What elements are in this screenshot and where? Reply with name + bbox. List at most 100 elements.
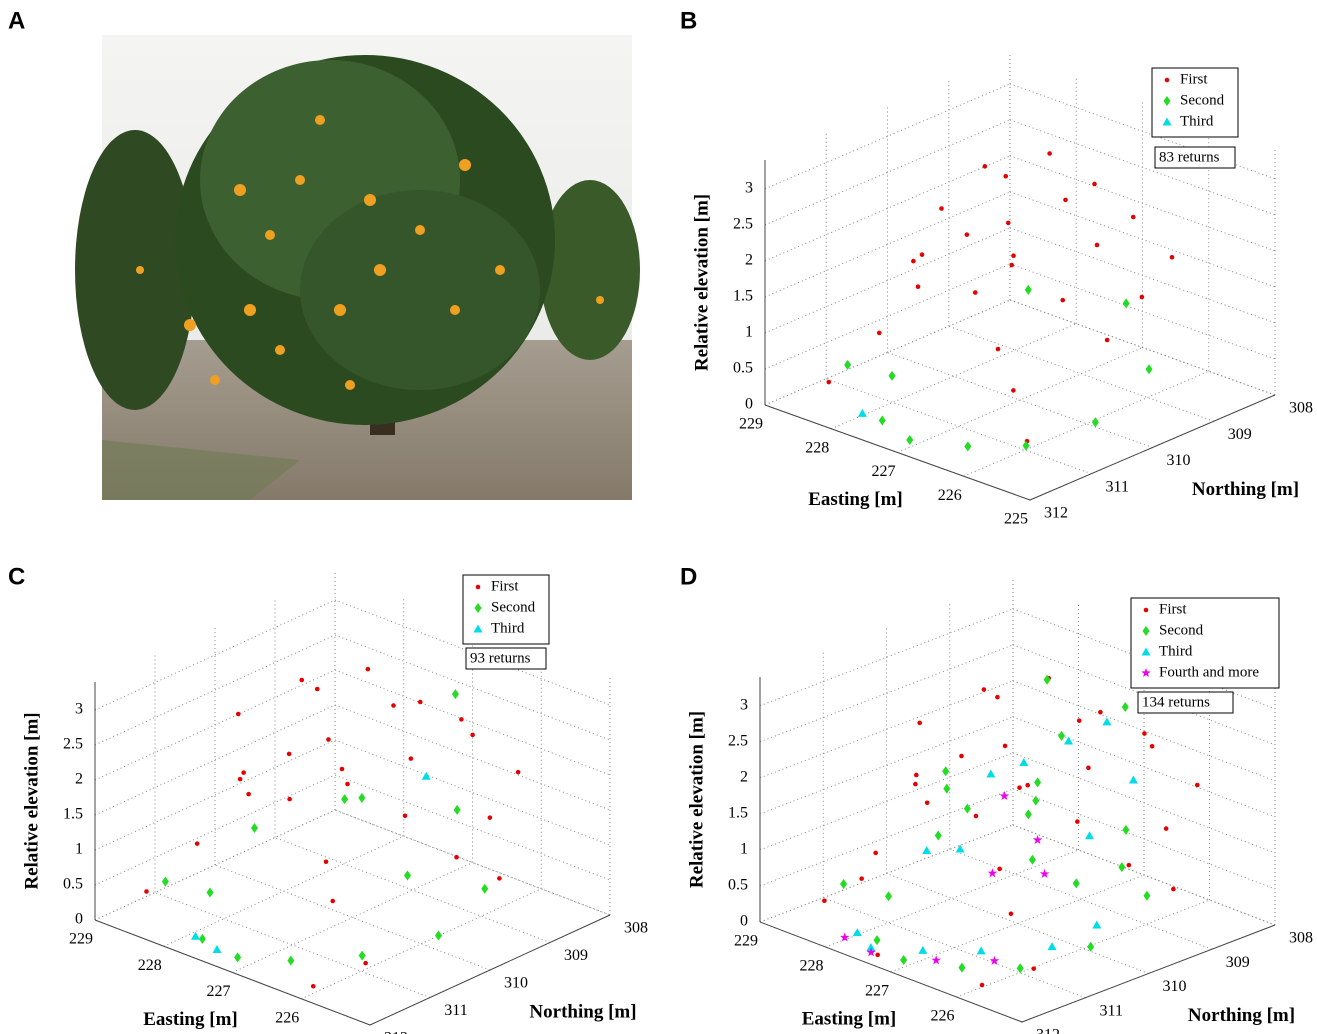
z-tick-label: 2.5 xyxy=(733,216,753,233)
data-point xyxy=(1126,862,1132,868)
data-point xyxy=(857,408,867,417)
data-point xyxy=(822,898,827,904)
z-tick-label: 2.5 xyxy=(63,736,83,753)
data-point xyxy=(913,781,918,787)
data-point xyxy=(1011,253,1016,259)
z-tick-label: 1 xyxy=(745,324,753,341)
annotation: 93 returns xyxy=(470,650,531,666)
data-point xyxy=(982,164,988,169)
data-point xyxy=(1122,824,1130,835)
data-point xyxy=(875,952,880,958)
data-point xyxy=(1002,743,1008,749)
data-point xyxy=(144,889,149,894)
data-point xyxy=(914,772,919,778)
data-point xyxy=(515,769,521,775)
grid-line xyxy=(94,599,336,711)
data-point xyxy=(1034,777,1042,788)
grid-line xyxy=(301,888,542,1000)
legend-marker xyxy=(1142,626,1150,636)
data-point xyxy=(840,878,848,889)
x-tick-label: 228 xyxy=(805,439,829,456)
z-tick-label: 2 xyxy=(740,769,748,786)
legend-label: First xyxy=(1159,601,1187,617)
data-point xyxy=(421,771,431,780)
data-point xyxy=(866,947,876,957)
data-point xyxy=(341,794,349,805)
y-tick-label: 311 xyxy=(1100,1002,1123,1019)
legend-label: First xyxy=(1180,71,1208,87)
y-tick-label: 312 xyxy=(1036,1027,1060,1034)
x-tick-label: 228 xyxy=(138,957,162,974)
data-point xyxy=(1047,942,1057,951)
data-point xyxy=(1091,417,1099,428)
data-point xyxy=(161,876,169,887)
data-point xyxy=(924,800,930,806)
z-axis-title: Relative elevation [m] xyxy=(691,194,712,371)
data-point xyxy=(976,946,986,955)
x-axis-title: Easting [m] xyxy=(802,1008,896,1029)
annotation-box xyxy=(1137,691,1234,714)
x-tick-label: 225 xyxy=(1004,511,1028,528)
data-point xyxy=(1142,731,1147,736)
data-point xyxy=(1016,963,1024,974)
legend-label: Second xyxy=(491,599,536,615)
data-point xyxy=(917,720,922,726)
annotation-box xyxy=(1154,146,1236,169)
data-point xyxy=(1092,181,1097,187)
data-point xyxy=(997,866,1002,872)
data-point xyxy=(1075,819,1080,824)
data-point xyxy=(286,751,292,757)
data-point xyxy=(1022,440,1030,451)
y-tick-label: 309 xyxy=(1226,954,1250,971)
data-point xyxy=(922,846,932,855)
grid-line xyxy=(274,837,551,943)
data-point xyxy=(888,370,896,381)
grid-line xyxy=(764,227,1011,334)
legend-marker xyxy=(474,603,482,613)
data-point xyxy=(358,792,366,803)
grid-line xyxy=(764,155,1011,262)
grid-line xyxy=(1012,824,1276,926)
grid-line xyxy=(764,119,1011,226)
data-point xyxy=(958,962,966,973)
y-tick-label: 312 xyxy=(1044,505,1068,522)
grid-line xyxy=(232,862,473,973)
data-point xyxy=(964,441,972,452)
y-tick-label: 308 xyxy=(1289,400,1313,417)
grid-line xyxy=(1009,191,1276,288)
grid-line xyxy=(94,669,336,781)
data-point xyxy=(1028,854,1036,865)
data-point xyxy=(1005,220,1011,226)
data-point xyxy=(402,813,408,819)
y-tick-label: 309 xyxy=(1228,426,1252,443)
data-point xyxy=(1171,886,1176,892)
grid-line xyxy=(949,848,1212,950)
data-point xyxy=(1064,736,1074,745)
grid-line xyxy=(831,323,1077,430)
data-point xyxy=(859,876,864,881)
data-point xyxy=(972,290,978,295)
data-point xyxy=(852,928,862,937)
legend-label: Second xyxy=(1159,622,1204,638)
panel-label: B xyxy=(680,7,697,34)
legend-marker xyxy=(1141,668,1151,678)
data-point xyxy=(1145,364,1153,375)
panel-label: C xyxy=(8,563,25,590)
z-axis-title: Relative elevation [m] xyxy=(686,711,707,888)
chart: B 225 226 227 228 229 308 309 310 311 312 0 0.5 1 1.5 2… xyxy=(680,7,1313,527)
data-point xyxy=(1104,337,1110,343)
z-tick-label: 0.5 xyxy=(63,876,83,893)
panel-label: A xyxy=(8,7,25,34)
data-point xyxy=(1128,775,1138,784)
data-point xyxy=(391,703,396,708)
x-tick-label: 229 xyxy=(734,933,758,950)
grid-line xyxy=(1009,227,1276,324)
data-point xyxy=(964,232,970,237)
data-point xyxy=(839,932,850,942)
data-point xyxy=(989,955,1000,965)
data-point xyxy=(1032,795,1040,806)
x-tick-label: 228 xyxy=(800,958,824,975)
data-point xyxy=(963,803,971,814)
data-point xyxy=(1085,831,1095,840)
legend-marker xyxy=(1163,96,1171,106)
